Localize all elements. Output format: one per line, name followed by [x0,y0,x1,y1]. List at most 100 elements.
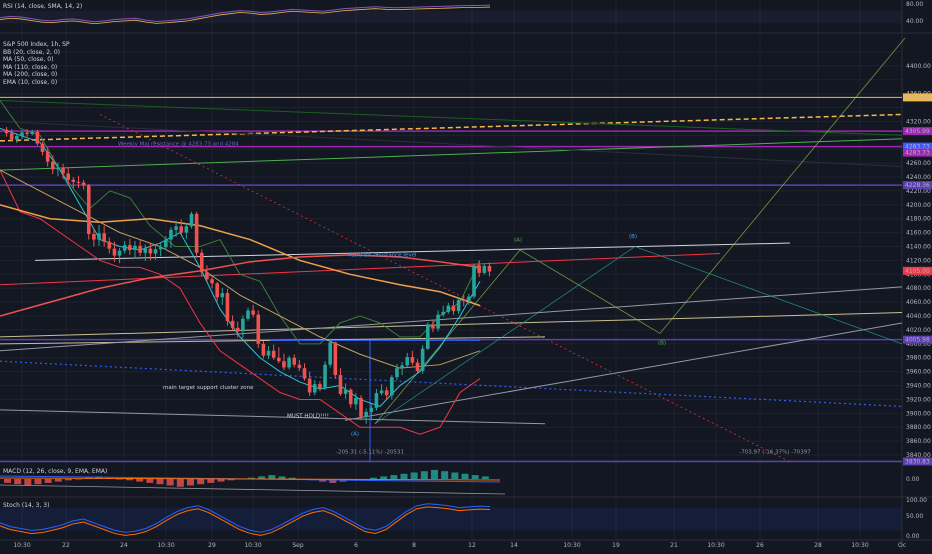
macd-histogram-bar [115,479,123,480]
candle-body [307,378,312,393]
candle-body [102,233,106,242]
rsi-tick-label: 80.00 [906,1,923,8]
candle-body [451,305,456,312]
price-badge-label: 4283.73 [905,150,930,157]
candle-body [282,361,286,368]
rsi-sma-line [0,6,491,25]
candle-body [287,357,291,368]
candle-body [133,245,137,250]
candle-body [348,389,353,405]
measure-note: -703.97 (-16.37%) -70397 [739,450,811,456]
candle-body [415,362,420,371]
macd-histogram-bar [156,479,164,485]
candle-body [297,364,302,369]
x-tick-label: 10:30 [157,542,174,549]
lower-support-line [0,409,546,425]
price-badge [903,266,932,275]
macd-trend-line [0,484,506,495]
macd-tick-label: 0.00 [906,476,920,483]
upper-band-line [0,252,721,286]
candle-body [86,185,91,235]
candle-body [312,384,317,393]
candle-body [425,324,430,349]
macd-histogram-bar [329,479,337,483]
macd-histogram-bar [34,479,42,485]
macd-histogram-bar [431,469,438,479]
falling-trend-line [0,120,903,168]
y-tick-label: 4000.00 [906,341,931,348]
x-tick-label: 14 [510,542,518,549]
x-tick-label: 26 [756,542,764,549]
candle-body [138,245,142,253]
wave-projection-path [374,37,906,425]
candle-body [461,300,466,302]
candle-body [302,368,307,379]
candle-body [256,314,261,344]
indicator-line-ma110 [0,204,481,307]
price-badge [903,457,932,466]
candle-body [128,245,132,250]
candle-body [215,283,219,298]
y-tick-label: 4040.00 [906,313,931,320]
candle-body [61,167,65,174]
candle-body [400,365,404,369]
stoch-k-line [0,503,491,533]
candle-body [158,247,163,250]
y-tick-label: 3860.00 [906,438,931,445]
candle-body [20,132,24,137]
price-badge [903,127,932,136]
candle-body [210,279,214,284]
macd-histogram-bar [410,472,418,479]
y-tick-label: 3960.00 [906,369,931,376]
wave-a-upper-label: (A) [514,238,522,244]
macd-histogram-bar [176,479,184,487]
y-tick-label: 4140.00 [906,244,931,251]
x-tick-label: 22 [62,542,70,549]
price-badge-label: 3830.83 [905,458,930,465]
candle-body [35,131,40,144]
legend-ma110: MA (110, close, 0) [3,63,58,71]
candle-body [487,265,492,272]
y-tick-label: 4240.00 [906,174,931,181]
candle-body [472,265,476,297]
price-badge [903,148,932,157]
candle-body [328,342,332,365]
candle-body [169,229,173,240]
candle-body [379,390,384,394]
rsi-label: RSI (14, close, SMA, 14, 2) [3,3,83,10]
y-tick-label: 4320.00 [906,118,931,125]
x-tick-label: Oc [898,542,906,549]
macd-histogram-bar [24,479,32,486]
y-tick-label: 4180.00 [906,216,931,223]
candle-body [164,239,168,248]
candle-body [277,357,281,362]
candle-body [410,357,415,363]
x-tick-label: 10:30 [851,542,868,549]
candle-body [205,272,209,280]
macd-histogram-bar [65,479,72,481]
candle-body [246,310,250,319]
macd-histogram-bar [227,479,235,481]
candle-body [51,161,55,170]
macd-histogram-bar [400,473,408,479]
candle-body [179,226,184,233]
macd-histogram-bar [268,475,276,479]
candle-body [194,213,199,253]
candle-body [477,265,481,273]
candle-body [97,233,101,240]
price-badge [903,142,932,151]
candle-body [369,407,374,412]
macd-histogram-bar [288,477,296,479]
x-tick-label: 24 [120,542,128,549]
legend-ma200: MA (200, close, 0) [3,71,58,78]
legend-ma50: MA (50, close, 0) [3,56,54,63]
wave-a-label: (A) [351,432,359,438]
y-tick-label: 4020.00 [906,327,931,334]
y-tick-label: 4080.00 [906,285,931,292]
rsi-line [0,4,491,23]
support-zone-note: main target support cluster zone [163,385,254,391]
macd-histogram-bar [146,479,154,483]
macd-histogram-bar [420,471,428,479]
